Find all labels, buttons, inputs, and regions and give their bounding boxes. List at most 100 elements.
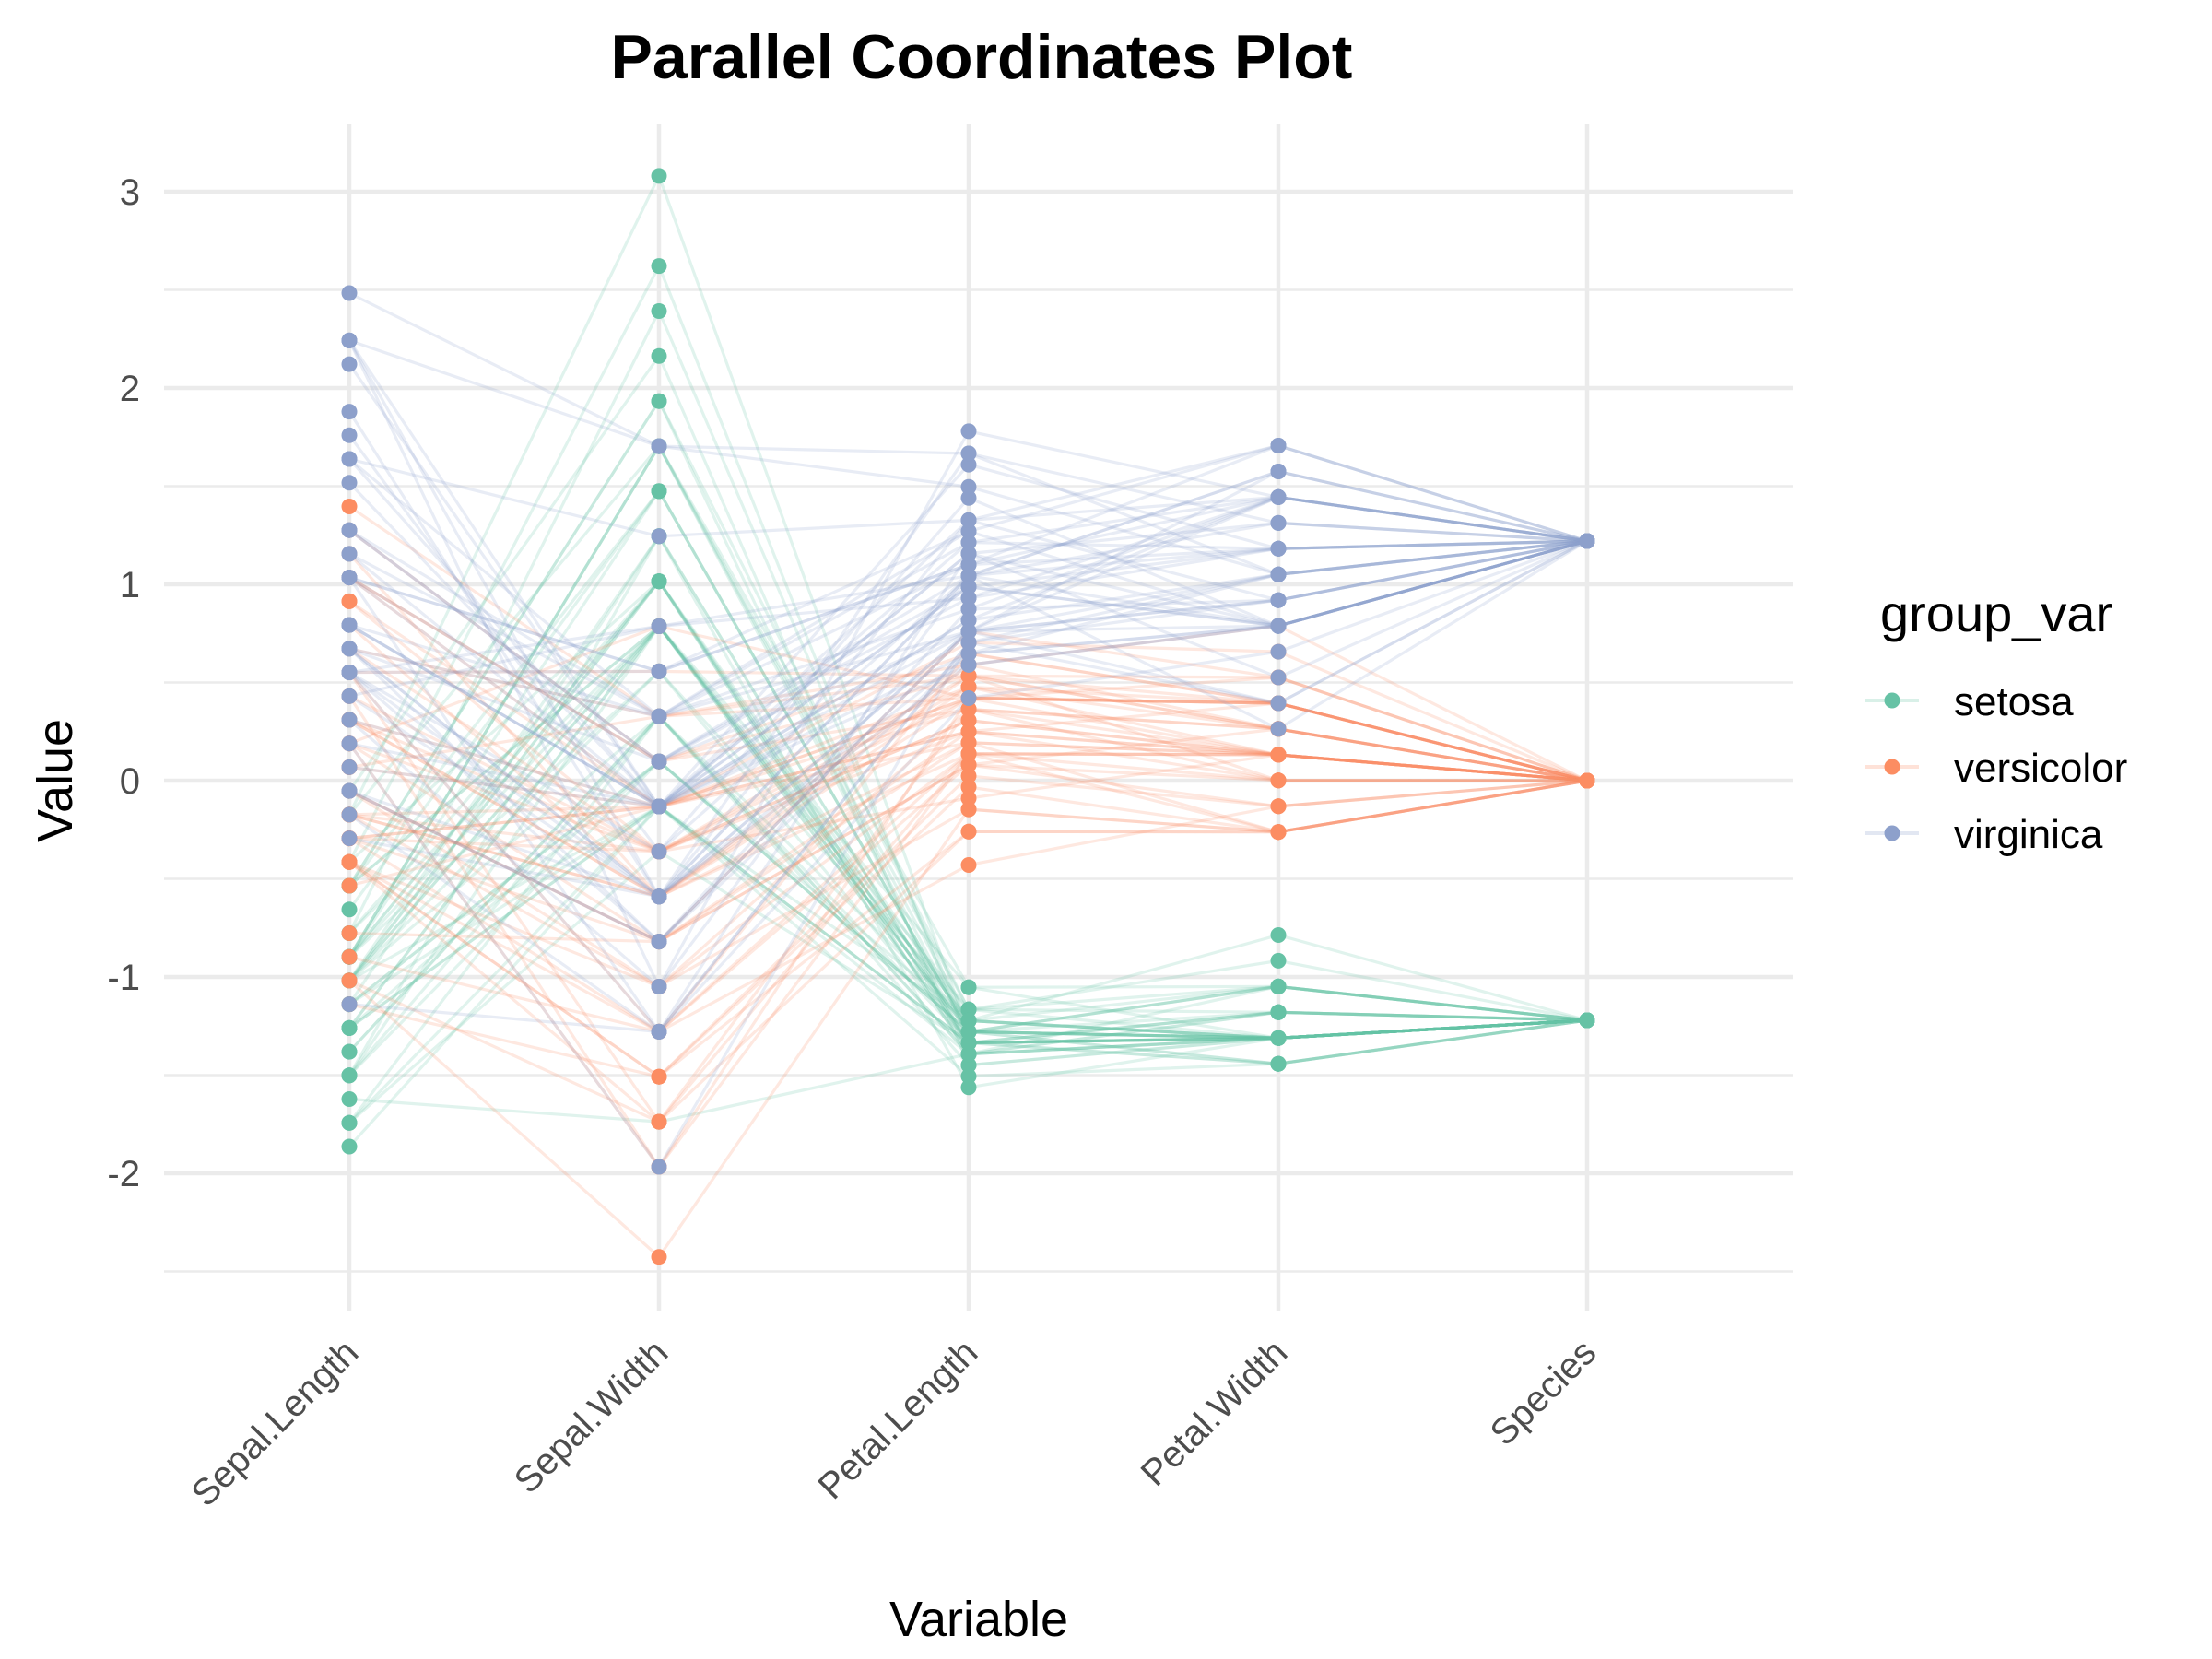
data-point-setosa — [341, 1043, 358, 1060]
y-tick-label: -1 — [107, 958, 140, 998]
legend-point-key — [1884, 825, 1900, 841]
data-point-versicolor — [651, 1068, 667, 1085]
data-point-versicolor — [960, 757, 977, 773]
data-point-virginica — [1270, 695, 1287, 712]
data-point-virginica — [960, 423, 977, 440]
data-point-virginica — [1270, 540, 1287, 557]
data-point-versicolor — [960, 667, 977, 684]
data-point-setosa — [1270, 1004, 1287, 1020]
data-point-virginica — [960, 524, 977, 539]
y-tick-label: 1 — [120, 565, 140, 606]
data-point-virginica — [341, 546, 358, 562]
data-point-virginica — [960, 590, 977, 606]
data-point-versicolor — [1270, 747, 1287, 763]
data-point-setosa — [651, 303, 667, 319]
data-point-versicolor — [341, 853, 358, 870]
data-point-setosa — [960, 1068, 977, 1085]
data-point-setosa — [1270, 978, 1287, 994]
data-point-versicolor — [341, 877, 358, 894]
data-point-setosa — [651, 347, 667, 364]
data-point-versicolor — [651, 1113, 667, 1130]
data-point-virginica — [651, 1023, 667, 1040]
data-point-virginica — [341, 688, 358, 704]
data-point-virginica — [1270, 618, 1287, 634]
chart-title: Parallel Coordinates Plot — [611, 22, 1353, 92]
data-point-setosa — [651, 483, 667, 500]
y-tick-label: 2 — [120, 369, 140, 409]
data-point-versicolor — [960, 823, 977, 840]
data-point-virginica — [651, 1159, 667, 1175]
data-point-setosa — [960, 1057, 977, 1074]
data-point-virginica — [651, 979, 667, 994]
y-tick-label: 3 — [120, 172, 140, 213]
data-point-virginica — [651, 843, 667, 860]
data-point-versicolor — [341, 925, 358, 941]
legend-item-setosa: setosa — [1865, 679, 2074, 724]
data-point-virginica — [960, 690, 977, 706]
data-point-virginica — [341, 427, 358, 443]
data-point-versicolor — [341, 499, 358, 514]
x-tick-labels: Sepal.Length Sepal.Width Petal.Length Petal… — [184, 1332, 1605, 1514]
y-tick-label: -2 — [107, 1154, 140, 1194]
data-point-virginica — [1270, 566, 1287, 582]
data-point-setosa — [341, 1067, 358, 1084]
x-tick-label: Species — [1483, 1332, 1605, 1453]
x-tick-label: Sepal.Width — [507, 1332, 677, 1501]
data-point-setosa — [651, 168, 667, 184]
data-point-virginica — [341, 356, 358, 372]
data-point-virginica — [341, 404, 358, 420]
y-tick-label: 0 — [120, 761, 140, 802]
data-point-versicolor — [960, 701, 977, 717]
data-point-virginica — [341, 806, 358, 823]
data-point-virginica — [341, 830, 358, 847]
data-point-virginica — [960, 634, 977, 651]
data-point-versicolor — [960, 735, 977, 751]
data-point-setosa — [960, 1035, 977, 1051]
data-point-setosa — [651, 393, 667, 409]
data-point-virginica — [341, 475, 358, 491]
data-point-setosa — [960, 1012, 977, 1029]
data-point-virginica — [960, 579, 977, 595]
data-point-virginica — [341, 617, 358, 633]
data-point-versicolor — [1579, 772, 1595, 789]
x-tick-label: Petal.Length — [810, 1332, 985, 1507]
data-point-virginica — [960, 612, 977, 629]
data-point-virginica — [960, 445, 977, 462]
legend-item-versicolor: versicolor — [1865, 746, 2127, 791]
data-point-virginica — [651, 708, 667, 724]
data-point-versicolor — [651, 1249, 667, 1265]
data-point-virginica — [651, 663, 667, 679]
data-point-versicolor — [960, 678, 977, 695]
data-point-versicolor — [1270, 772, 1287, 789]
legend-point-key — [1884, 759, 1900, 775]
data-point-virginica — [1270, 592, 1287, 608]
legend-item-virginica: virginica — [1865, 812, 2103, 857]
data-point-setosa — [341, 1114, 358, 1131]
data-point-setosa — [341, 1019, 358, 1036]
data-point-virginica — [960, 546, 977, 562]
data-point-virginica — [651, 618, 667, 634]
data-point-setosa — [1270, 927, 1287, 943]
legend-point-key — [1884, 692, 1900, 709]
data-point-virginica — [1270, 643, 1287, 660]
x-tick-label: Sepal.Length — [184, 1332, 367, 1514]
data-point-virginica — [651, 934, 667, 950]
data-point-versicolor — [960, 779, 977, 795]
data-point-virginica — [341, 735, 358, 752]
data-point-setosa — [341, 1138, 358, 1155]
data-point-setosa — [341, 1091, 358, 1107]
data-point-versicolor — [960, 712, 977, 729]
grid — [164, 124, 1793, 1311]
data-point-virginica — [341, 522, 358, 538]
data-point-setosa — [1270, 1055, 1287, 1072]
data-point-virginica — [341, 332, 358, 348]
data-point-virginica — [960, 656, 977, 673]
data-point-virginica — [341, 759, 358, 775]
legend-label: setosa — [1954, 679, 2074, 724]
x-tick-label: Petal.Width — [1134, 1332, 1296, 1494]
data-point-versicolor — [1270, 824, 1287, 841]
data-point-setosa — [960, 1001, 977, 1018]
data-point-virginica — [341, 570, 358, 586]
data-point-virginica — [651, 753, 667, 770]
